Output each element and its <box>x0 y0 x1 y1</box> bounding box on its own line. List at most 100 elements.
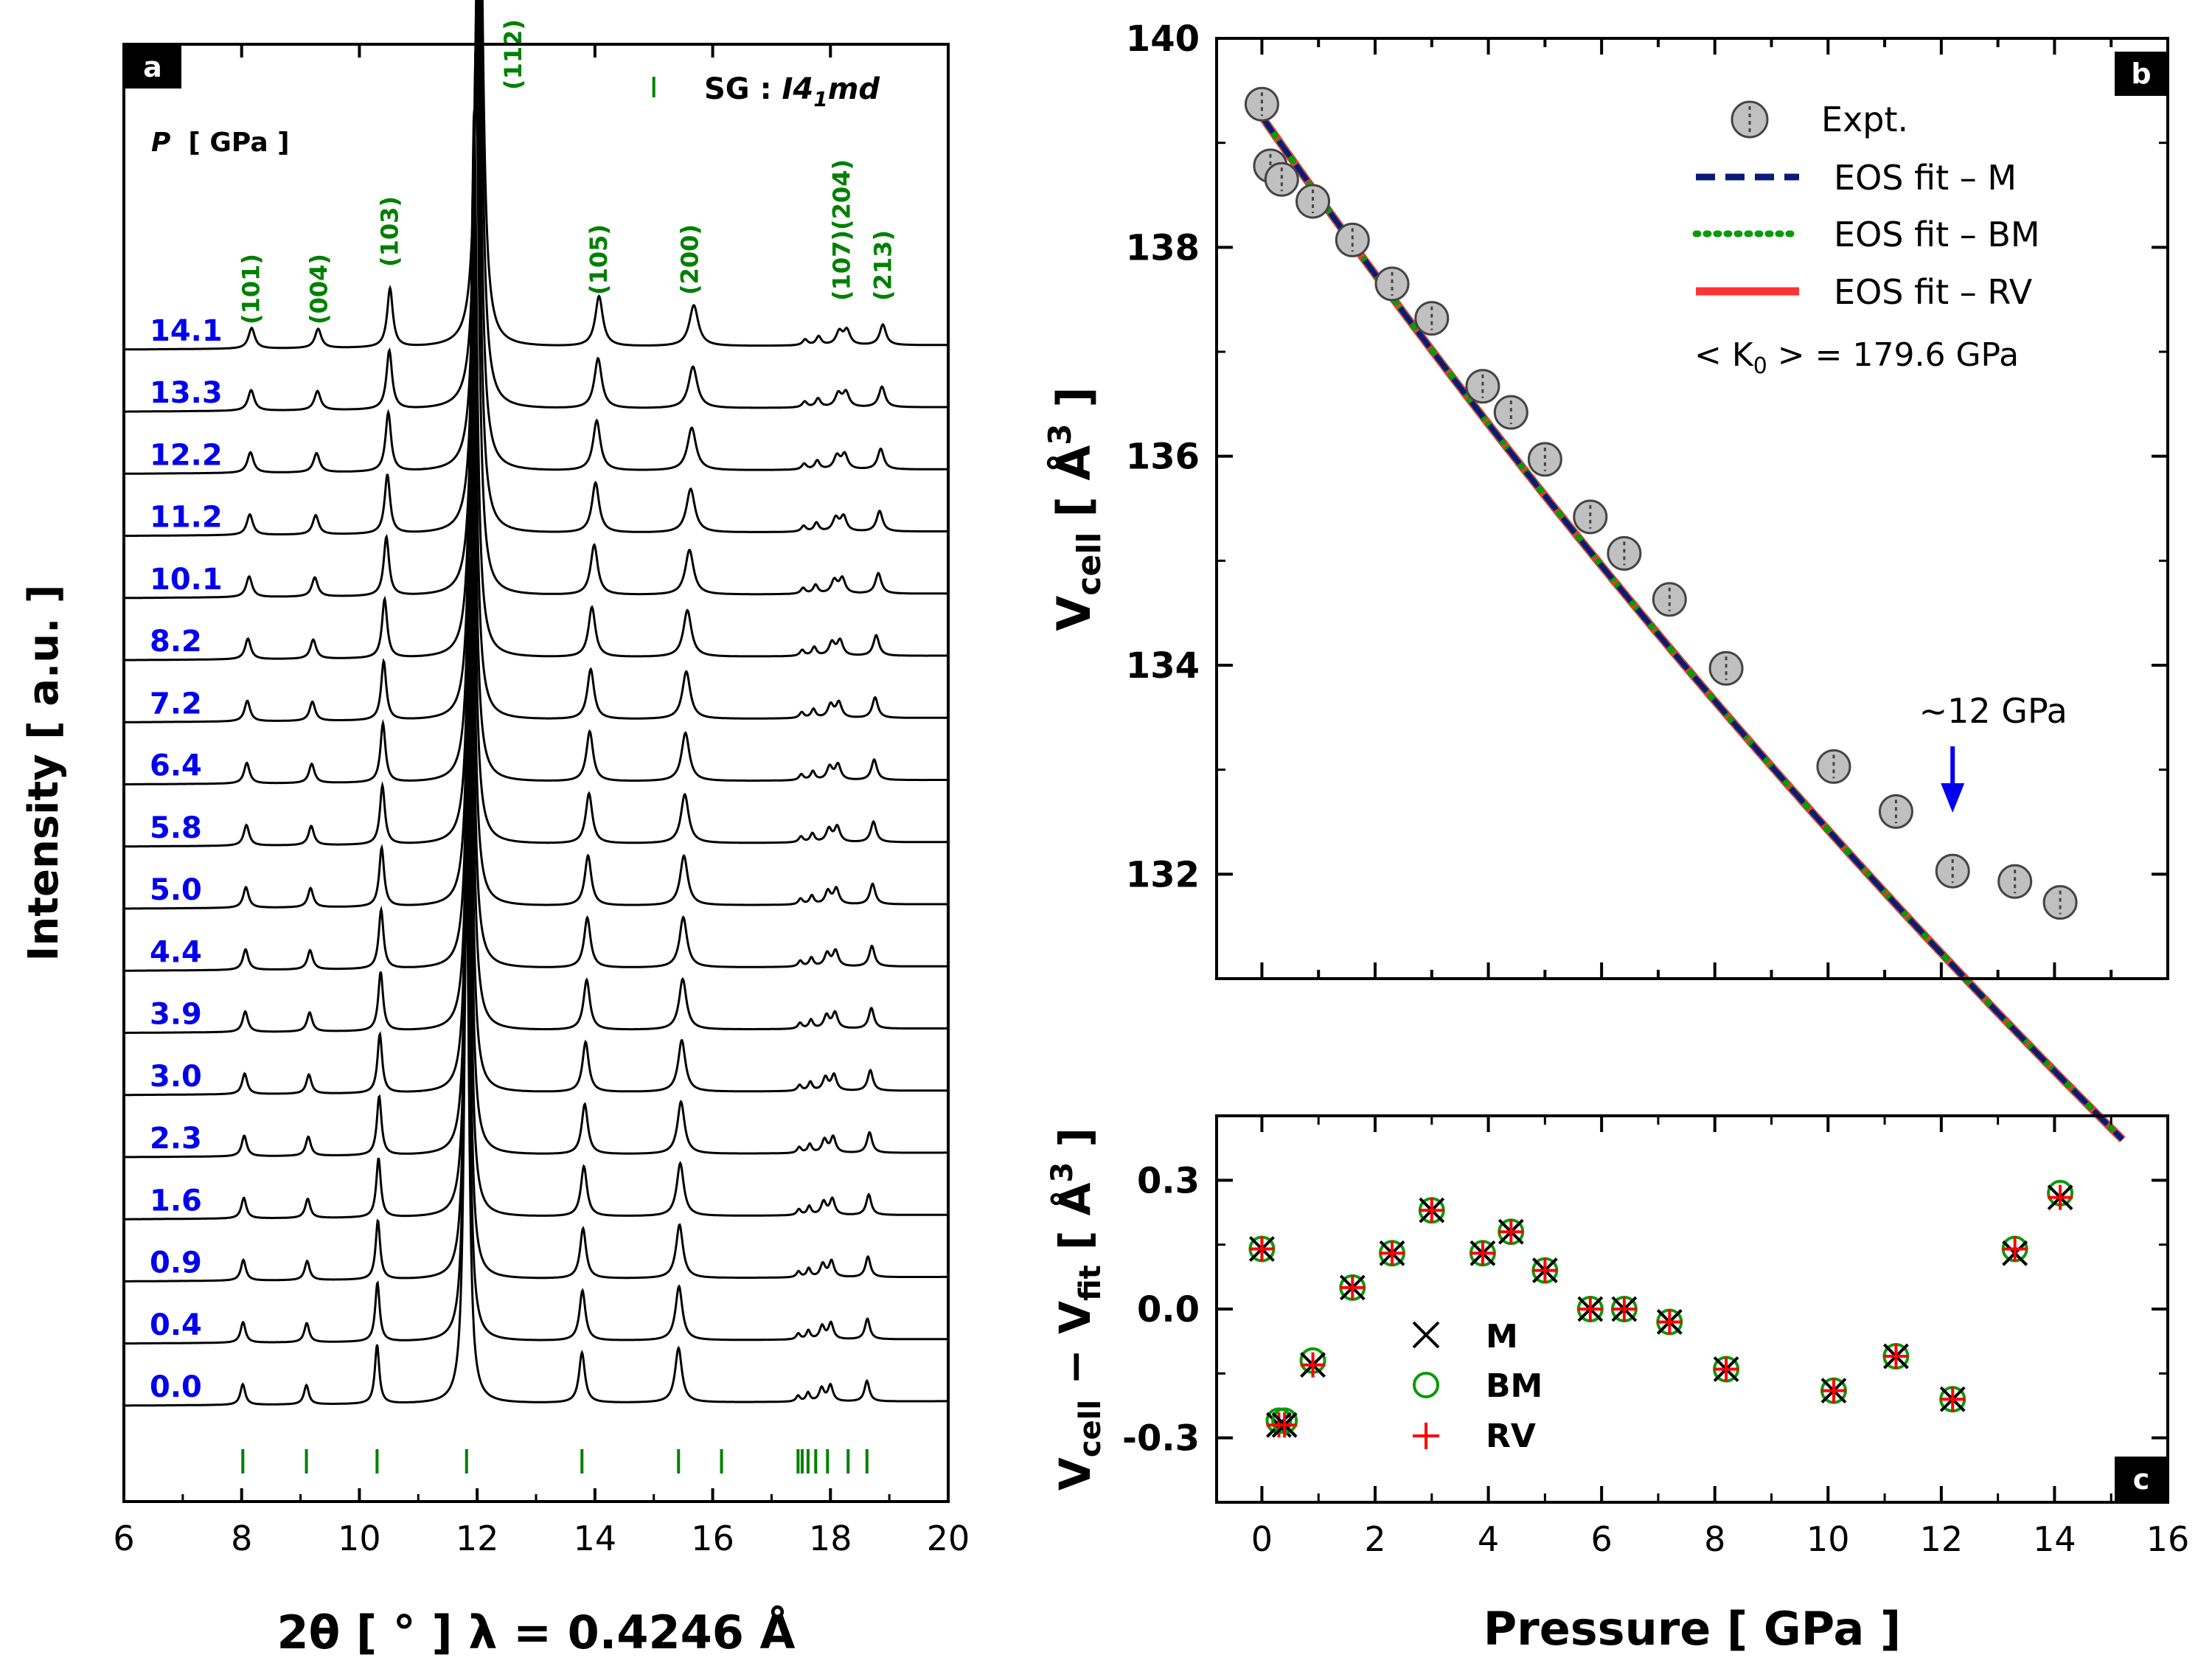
x-tick-label: 2 <box>1364 1519 1385 1559</box>
residual-rv-point <box>1577 1297 1603 1322</box>
k0-annotation: < K0 > = 179.6 GPa <box>1694 336 2019 379</box>
expt-point <box>1374 266 1410 302</box>
panel-a-label: a <box>143 51 162 83</box>
y-tick-label: 138 <box>1126 227 1200 268</box>
pressure-label: 5.8 <box>150 811 202 845</box>
hkl-label: (200) <box>676 224 704 295</box>
residual-rv-point <box>1380 1240 1405 1266</box>
panel-b-frame <box>1215 37 2169 980</box>
panel-b-x-ticks <box>1260 38 2169 979</box>
residual-rv-point <box>1940 1386 1966 1412</box>
legend-rv-residual-label: RV <box>1486 1417 1536 1455</box>
pressure-header-unit: [ GPa ] <box>188 128 289 158</box>
x-tick-label: 12 <box>1920 1519 1964 1559</box>
expt-point <box>1414 301 1450 336</box>
expt-point <box>1335 222 1370 257</box>
xrd-pattern <box>124 428 948 972</box>
residual-rv-point <box>2048 1184 2073 1210</box>
eos-fit-curves <box>1258 113 2126 1143</box>
residual-rv-point <box>1611 1297 1637 1322</box>
y-tick-label: 136 <box>1126 437 1200 478</box>
residual-rv-point <box>1249 1236 1275 1262</box>
hkl-label: (107)(204) <box>828 159 856 301</box>
expt-point <box>1708 650 1744 686</box>
legend-rv-marker <box>1413 1423 1439 1449</box>
x-tick-label: 16 <box>2146 1519 2190 1559</box>
pressure-label: 7.2 <box>150 687 202 721</box>
hkl-label: (101) <box>237 254 265 324</box>
xrd-pattern <box>124 686 948 1221</box>
y-tick-label: 0.3 <box>1137 1160 1200 1201</box>
legend-expt-marker <box>1731 100 1769 139</box>
xrd-pattern <box>124 622 948 1159</box>
hkl-label: (105) <box>585 224 613 295</box>
residual-rv-point <box>2002 1236 2028 1262</box>
expt-point <box>1607 535 1642 571</box>
legend-expt-label: Expt. <box>1821 100 1908 139</box>
legend-m-label: EOS fit – M <box>1834 158 2017 198</box>
xrd-pattern <box>124 872 948 1407</box>
pressure-label: 8.2 <box>150 625 202 659</box>
residual-rv-point <box>1820 1378 1846 1403</box>
xrd-pattern <box>124 491 948 1034</box>
pressure-annotation: ~12 GPa <box>1919 691 2067 731</box>
panel-c-x-axis-label: Pressure [ GPa ] <box>1484 1602 1902 1656</box>
pressure-label: 12.2 <box>150 438 223 472</box>
panel-c: 0.3 0.0 -0.3 0 2 4 6 8 10 12 14 16 c M BM RV Vcell… <box>1046 1114 2189 1656</box>
panel-c-y-axis-label: Vcell − Vfit [ Å3 ] <box>1046 1128 1107 1490</box>
y-tick-label: -0.3 <box>1122 1418 1200 1460</box>
residual-rv-point <box>1532 1257 1558 1283</box>
y-tick-label: 0.0 <box>1137 1289 1200 1330</box>
pressure-label: 11.2 <box>150 501 223 535</box>
y-tick-label: 134 <box>1126 645 1200 687</box>
expt-point <box>1244 86 1279 122</box>
residual-rv-point <box>1419 1198 1444 1224</box>
fit-curve-m <box>1259 115 2125 1142</box>
panel-c-x-ticks: 0 2 4 6 8 10 12 14 16 <box>1251 1116 2189 1559</box>
x-tick-label: 10 <box>1806 1519 1850 1559</box>
expt-point <box>1295 184 1331 219</box>
legend-bm-marker <box>1413 1372 1439 1398</box>
residual-rv-point <box>1470 1240 1495 1266</box>
expt-point <box>1652 582 1687 617</box>
expt-point <box>1465 369 1500 404</box>
expt-point <box>1264 162 1299 197</box>
pressure-label: 4.4 <box>150 935 202 969</box>
xrd-pattern <box>124 0 948 475</box>
legend-m-marker <box>1412 1321 1440 1349</box>
hkl-label: (103) <box>375 196 403 267</box>
residual-rv-point <box>1498 1219 1524 1245</box>
reflection-ticks <box>241 1449 869 1474</box>
xrd-pattern <box>124 0 948 413</box>
sg-prefix: SG : <box>704 72 782 106</box>
sg-symbol-2: 4 <box>792 72 813 106</box>
xrd-pattern <box>124 301 948 848</box>
panel-a-x-axis-label: 2θ [ ° ] λ = 0.4246 Å <box>277 1606 796 1659</box>
expt-point <box>1573 499 1608 535</box>
panel-a-label-box <box>124 44 181 88</box>
residual-rv-point <box>1883 1344 1909 1370</box>
x-tick-label: 14 <box>574 1519 617 1558</box>
expt-point <box>1997 864 2033 899</box>
xrd-pattern <box>124 44 948 600</box>
x-tick-label: 6 <box>113 1519 134 1558</box>
panel-b-y-ticks: 132 134 136 138 140 <box>1126 18 2168 980</box>
residual-rv-point <box>1272 1412 1298 1438</box>
expt-points <box>1244 86 2078 920</box>
x-tick-label: 0 <box>1251 1519 1273 1559</box>
expt-point <box>1527 442 1562 477</box>
xrd-pattern <box>124 558 948 1097</box>
legend-m-residual-label: M <box>1486 1318 1518 1356</box>
panel-c-label: c <box>2133 1463 2150 1496</box>
vcell-unit: [ Å <box>1047 445 1101 518</box>
residual-sub2: fit <box>1074 1265 1107 1301</box>
panel-b-y-axis-label: Vcell [ Å3 ] <box>1042 386 1108 631</box>
x-tick-label: 8 <box>231 1519 252 1558</box>
hkl-labels: (101) (004) (103) (112) (105) (200) (107)(204)… <box>237 19 897 324</box>
x-tick-label: 4 <box>1478 1519 1499 1559</box>
x-tick-label: 8 <box>1704 1519 1725 1559</box>
legend-bm-label: EOS fit – BM <box>1834 215 2040 254</box>
residual-rv-point <box>1714 1356 1739 1382</box>
